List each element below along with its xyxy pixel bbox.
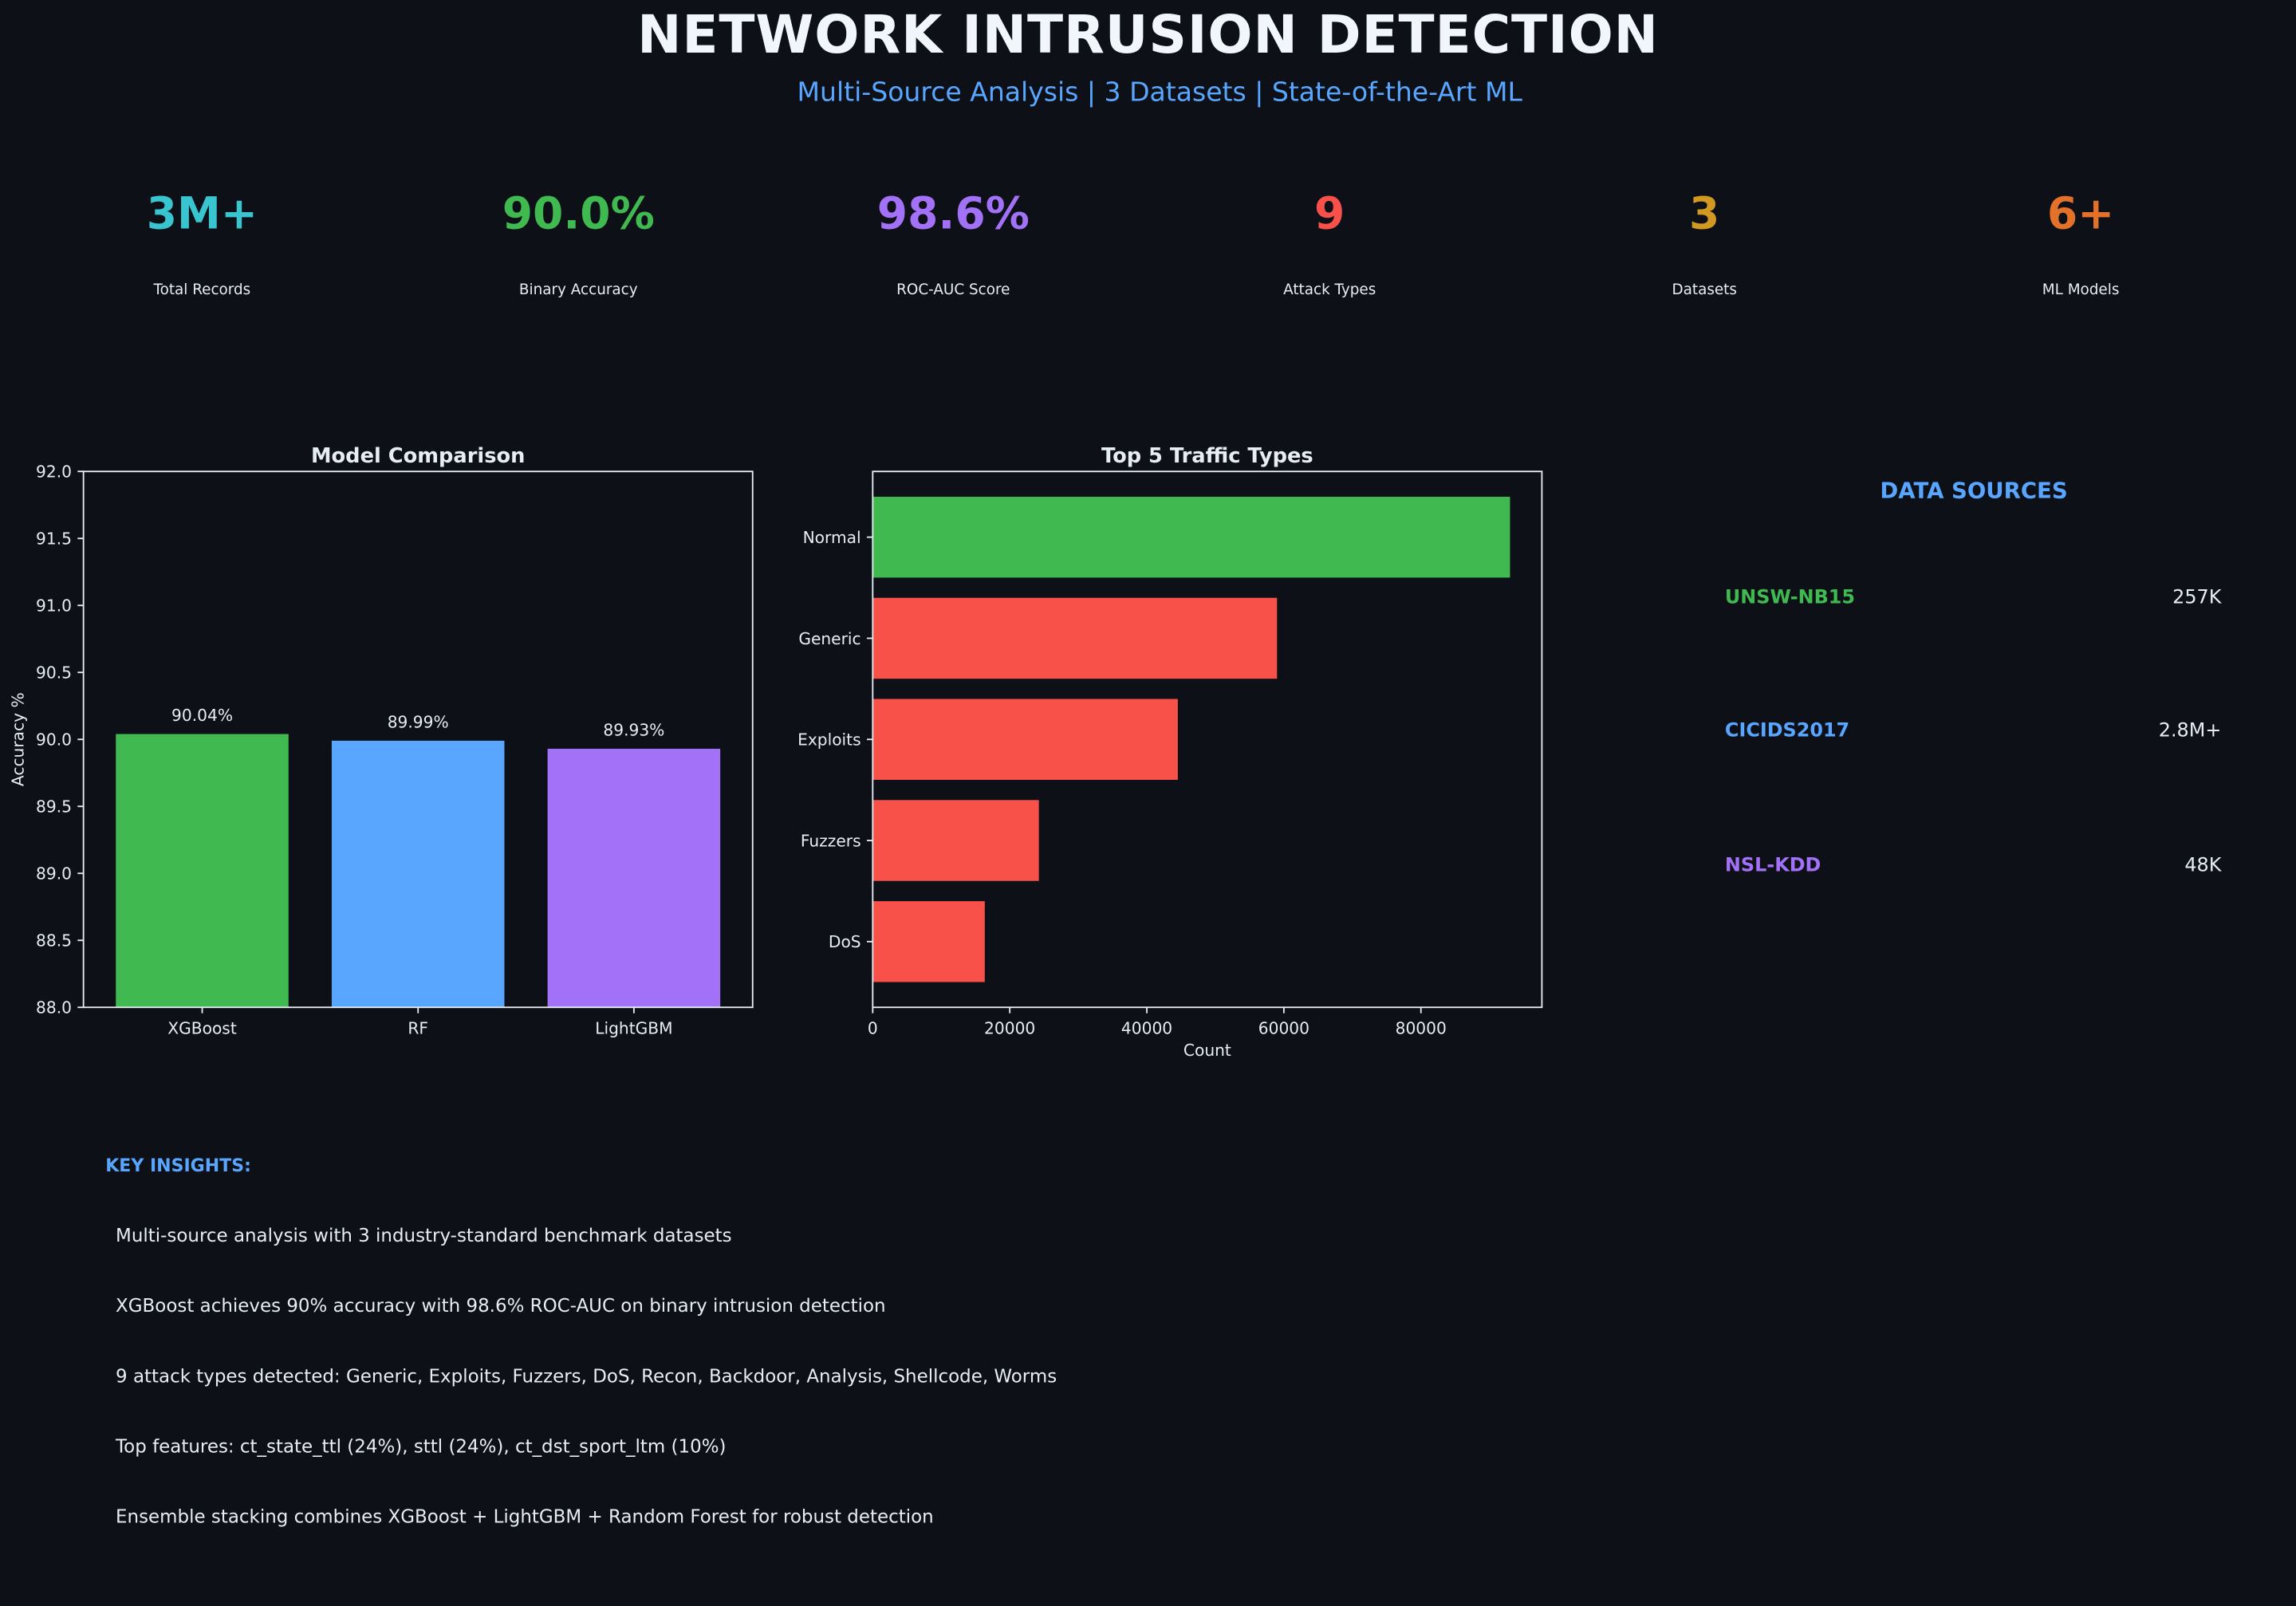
data-source-value: 2.8M+	[2158, 720, 2222, 742]
axes-frame	[82, 470, 754, 1009]
x-tick-label: XGBoost	[167, 1018, 237, 1037]
x-tick-label: 0	[868, 1018, 878, 1037]
data-source-value: 48K	[2184, 855, 2222, 877]
insight-item: Multi-source analysis with 3 industry-st…	[116, 1223, 732, 1246]
bar-data-label: 90.04%	[171, 706, 233, 725]
kpi-binary-accuracy-label: Binary Accuracy	[518, 282, 638, 299]
insight-item: Top features: ct_state_ttl (24%), sttl (…	[116, 1435, 727, 1457]
bar-exploits	[872, 699, 1178, 780]
kpi-roc-auc-label: ROC-AUC Score	[896, 282, 1010, 299]
data-sources-title: DATA SOURCES	[1880, 477, 2068, 504]
y-tick-label: 90.5	[36, 663, 72, 683]
y-tick-label: 91.5	[36, 529, 72, 549]
bar-data-label: 89.93%	[603, 720, 664, 739]
y-tick-label: 89.5	[36, 797, 72, 817]
y-tick-label: 88.0	[36, 998, 72, 1018]
x-tick-label: 40000	[1121, 1018, 1172, 1037]
kpi-ml-models-label: ML Models	[2042, 282, 2120, 299]
page-subtitle: Multi-Source Analysis | 3 Datasets | Sta…	[797, 77, 1522, 108]
kpi-total-records-value: 3M+	[146, 188, 258, 241]
x-tick-label: 60000	[1258, 1018, 1309, 1037]
kpi-attack-types-value: 9	[1314, 188, 1345, 241]
kpi-datasets-value: 3	[1689, 188, 1720, 241]
axes-frame	[872, 470, 1543, 1009]
x-tick-label: 80000	[1396, 1018, 1447, 1037]
kpi-ml-models-value: 6+	[2046, 188, 2115, 241]
y-tick-label: Normal	[803, 528, 861, 547]
data-source-value: 257K	[2172, 587, 2222, 609]
bar-normal	[872, 496, 1510, 578]
kpi-roc-auc-value: 98.6%	[876, 188, 1030, 241]
page-title: NETWORK INTRUSION DETECTION	[637, 6, 1659, 66]
bar-dos	[872, 901, 985, 982]
insight-item: 9 attack types detected: Generic, Exploi…	[116, 1364, 1057, 1387]
y-tick-label: 92.0	[36, 463, 72, 482]
bar-lightgbm	[547, 748, 721, 1008]
data-source-name: CICIDS2017	[1724, 720, 1850, 742]
kpi-binary-accuracy-value: 90.0%	[502, 188, 655, 241]
x-tick-label: 20000	[984, 1018, 1035, 1037]
traffic-types-chart: Top 5 Traffic Types Count 0 20000 40000 60000…	[797, 444, 1543, 1060]
x-axis-label: Count	[1183, 1041, 1231, 1060]
bar-data-label: 89.99%	[388, 712, 449, 731]
y-tick-label: Fuzzers	[801, 831, 861, 850]
chart-title: Top 5 Traffic Types	[1101, 444, 1313, 468]
y-tick-label: Exploits	[797, 730, 861, 750]
y-axis-label: Accuracy %	[8, 692, 27, 786]
kpi-datasets-label: Datasets	[1672, 282, 1737, 299]
bar-fuzzers	[872, 800, 1039, 881]
insight-item: Ensemble stacking combines XGBoost + Lig…	[116, 1505, 934, 1528]
y-tick-label: 90.0	[36, 730, 72, 750]
x-tick-label: RF	[408, 1018, 428, 1037]
key-insights-title: KEY INSIGHTS:	[105, 1155, 251, 1176]
insight-item: XGBoost achieves 90% accuracy with 98.6%…	[116, 1294, 886, 1317]
y-tick-label: Generic	[798, 629, 861, 648]
model-comparison-chart: Model Comparison Accuracy % 88.0 88.5 89.0 89…	[8, 444, 754, 1037]
y-tick-label: 88.5	[36, 931, 72, 951]
bar-rf	[331, 740, 505, 1008]
bar-generic	[872, 597, 1278, 679]
y-tick-label: DoS	[829, 932, 861, 951]
chart-title: Model Comparison	[311, 444, 525, 468]
y-tick-label: 91.0	[36, 596, 72, 616]
x-tick-label: LightGBM	[595, 1018, 672, 1037]
data-source-name: UNSW-NB15	[1724, 587, 1856, 609]
kpi-total-records-label: Total Records	[153, 282, 251, 299]
y-tick-label: 89.0	[36, 864, 72, 884]
bar-xgboost	[116, 734, 289, 1008]
kpi-attack-types-label: Attack Types	[1283, 282, 1376, 299]
data-source-name: NSL-KDD	[1724, 855, 1821, 877]
